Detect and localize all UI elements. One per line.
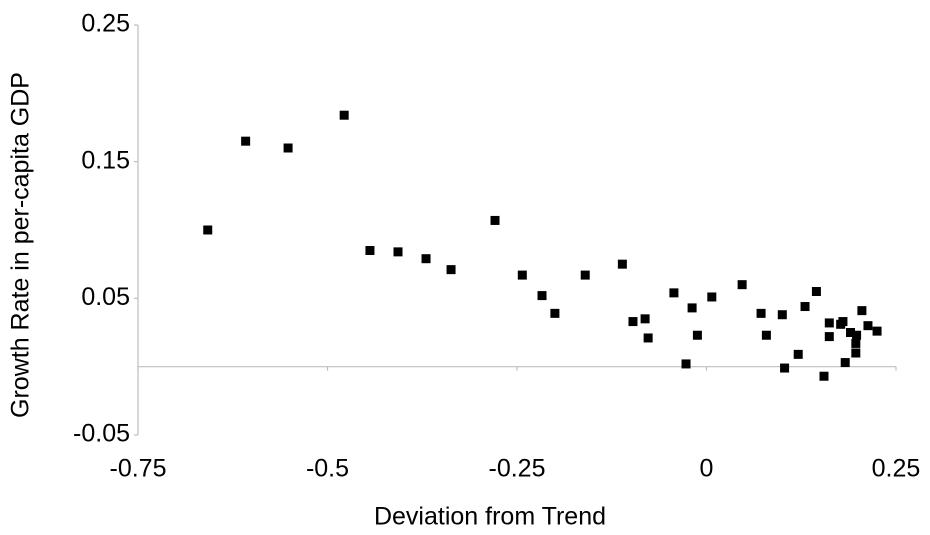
point <box>640 314 650 324</box>
point <box>777 310 787 320</box>
y-tick-label: 0.05 <box>81 283 130 311</box>
point <box>643 333 653 343</box>
y-tick-label: -0.05 <box>73 420 130 448</box>
point <box>421 254 431 264</box>
point <box>490 215 500 225</box>
point <box>857 306 867 316</box>
point <box>283 143 293 153</box>
point <box>446 265 456 275</box>
point <box>339 110 349 120</box>
point <box>756 308 766 318</box>
point <box>863 321 873 331</box>
point <box>687 303 697 313</box>
point <box>819 371 829 381</box>
point <box>872 326 882 336</box>
point <box>365 246 375 255</box>
point <box>800 302 810 312</box>
point <box>707 292 717 302</box>
point <box>517 270 527 280</box>
point <box>737 280 747 290</box>
point <box>669 288 679 298</box>
point <box>846 328 856 337</box>
point <box>681 359 691 369</box>
point <box>852 330 862 340</box>
point <box>537 291 547 301</box>
point <box>811 287 821 296</box>
x-tick-label: 0 <box>700 455 714 483</box>
y-axis-label: Growth Rate in per-capita GDP <box>7 72 35 418</box>
y-tick-label: 0.15 <box>81 146 130 174</box>
x-tick-label: 0.25 <box>872 455 921 483</box>
point <box>851 338 861 348</box>
point <box>824 332 834 342</box>
x-tick-label: -0.75 <box>110 455 167 483</box>
point <box>241 136 251 146</box>
point <box>617 259 627 269</box>
point <box>840 358 850 368</box>
point <box>203 225 213 235</box>
point <box>550 308 560 318</box>
point <box>824 318 834 328</box>
x-tick-label: -0.25 <box>489 455 546 483</box>
point <box>628 317 638 327</box>
point <box>793 349 803 359</box>
point <box>393 247 403 257</box>
point <box>851 348 861 358</box>
point <box>838 317 848 327</box>
point <box>580 270 590 280</box>
x-tick-label: -0.5 <box>306 455 349 483</box>
y-tick-label: 0.25 <box>81 10 130 38</box>
x-axis-label: Deviation from Trend <box>374 503 606 531</box>
point <box>692 330 702 340</box>
point <box>761 330 771 340</box>
point <box>780 363 790 373</box>
